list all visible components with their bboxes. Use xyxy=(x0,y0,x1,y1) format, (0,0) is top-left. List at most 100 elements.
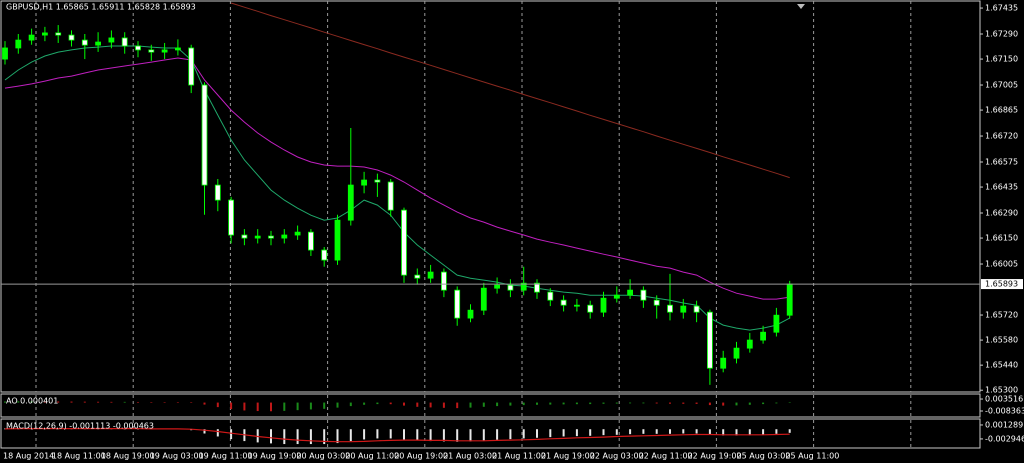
ao-bar xyxy=(243,402,246,411)
ao-bar xyxy=(389,402,392,405)
candle-body xyxy=(268,235,274,239)
ao-bar xyxy=(203,402,206,405)
ao-bar xyxy=(669,402,671,404)
ao-bar xyxy=(270,402,272,412)
x-tick-label: 20 Aug 11:00 xyxy=(345,452,399,461)
candle-body xyxy=(640,289,647,301)
candle-body xyxy=(534,282,540,293)
y-tick-label: 1.67435 xyxy=(985,4,1018,13)
x-tick-label: 21 Aug 11:00 xyxy=(492,452,546,461)
ao-bar xyxy=(615,402,618,404)
x-tick-label: 22 Aug 03:00 xyxy=(590,452,644,461)
candle-body xyxy=(440,271,447,291)
macd-bar xyxy=(336,429,339,444)
macd-bar xyxy=(682,429,685,434)
ao-bar xyxy=(575,402,578,405)
macd-bar xyxy=(323,429,326,445)
x-tick-label: 25 Aug 11:00 xyxy=(785,452,839,461)
candle-body xyxy=(414,274,421,279)
x-tick-label: 18 Aug 2014 xyxy=(3,452,54,461)
ao-bar xyxy=(403,402,405,406)
macd-bar xyxy=(629,429,632,435)
macd-bar xyxy=(429,429,432,442)
moving-average xyxy=(4,57,790,300)
y-tick-label: 1.67150 xyxy=(985,55,1018,64)
ao-bar xyxy=(123,401,126,403)
candle-body xyxy=(201,84,208,186)
ao-bar xyxy=(137,401,139,403)
macd-bar xyxy=(642,429,645,434)
x-tick-label: 20 Aug 19:00 xyxy=(394,452,448,461)
candle-body xyxy=(653,299,660,306)
macd-bar xyxy=(522,429,525,439)
candle-body xyxy=(161,49,168,53)
moving-average xyxy=(230,2,790,179)
x-tick-label: 20 Aug 03:00 xyxy=(296,452,350,461)
macd-bar xyxy=(775,429,778,434)
macd-bar xyxy=(602,429,605,436)
candle-body xyxy=(307,231,314,251)
macd-bar xyxy=(203,429,206,434)
candle-body xyxy=(507,284,514,291)
macd-bar xyxy=(416,429,419,441)
candle-body xyxy=(693,305,700,313)
panel-title: AO 0.000401 xyxy=(6,397,58,406)
macd-bar xyxy=(722,429,725,436)
candle-body xyxy=(108,37,115,43)
candle-body xyxy=(254,235,261,239)
macd-bar xyxy=(469,429,472,442)
x-tick-label: 18 Aug 11:00 xyxy=(52,452,106,461)
candle-body xyxy=(480,287,487,311)
y-tick-label: 1.65580 xyxy=(985,336,1018,345)
macd-bar xyxy=(708,429,711,435)
y-tick-label: 1.66150 xyxy=(985,234,1018,243)
y-tick-label: 1.67005 xyxy=(985,81,1018,90)
ao-bar xyxy=(176,402,179,403)
y-tick-label: -0.002946 xyxy=(985,434,1024,443)
candle-body xyxy=(228,199,235,236)
ao-bar xyxy=(629,402,632,404)
y-tick-label: 1.66865 xyxy=(985,106,1018,115)
candle-body xyxy=(786,283,793,316)
y-tick-label: 1.65300 xyxy=(985,386,1018,395)
signal-line xyxy=(4,428,790,443)
ao-bar xyxy=(150,402,153,403)
macd-bar xyxy=(403,429,405,440)
ao-bar xyxy=(190,402,193,403)
shift-marker xyxy=(797,4,805,9)
candle-body xyxy=(148,49,155,53)
macd-bar xyxy=(442,429,445,442)
candle-body xyxy=(214,184,221,201)
candle-body xyxy=(174,47,181,51)
ao-bar xyxy=(469,402,472,408)
ao-bar xyxy=(110,401,113,403)
candle-body xyxy=(2,47,8,60)
ao-bar xyxy=(4,401,6,403)
candle-body xyxy=(281,234,288,239)
panel-title: MACD(12,26,9) -0.001113 -0.000463 xyxy=(6,422,154,431)
ao-bar xyxy=(496,402,499,407)
candle-body xyxy=(188,47,195,86)
ao-bar xyxy=(562,402,565,405)
panel-title: GBPUSD,H1 1.65865 1.65911 1.65828 1.6589… xyxy=(6,3,196,12)
candle-body xyxy=(494,284,501,289)
x-tick-label: 19 Aug 11:00 xyxy=(199,452,253,461)
ao-bar xyxy=(216,402,219,408)
macd-bar xyxy=(788,429,791,433)
ao-bar xyxy=(602,402,605,404)
macd-bar xyxy=(655,429,658,434)
x-tick-label: 19 Aug 19:00 xyxy=(248,452,302,461)
y-tick-label: 1.65720 xyxy=(985,311,1018,320)
ao-bar xyxy=(296,402,299,411)
ao-bar xyxy=(655,402,658,404)
x-tick-label: 25 Aug 03:00 xyxy=(737,452,791,461)
macd-bar xyxy=(296,429,299,445)
candle-body xyxy=(467,309,474,319)
macd-bar xyxy=(549,429,552,438)
candle-body xyxy=(347,184,354,221)
ao-bar xyxy=(256,402,259,412)
candle-body xyxy=(28,34,35,41)
ao-bar xyxy=(230,402,233,410)
candle-body xyxy=(81,39,88,46)
